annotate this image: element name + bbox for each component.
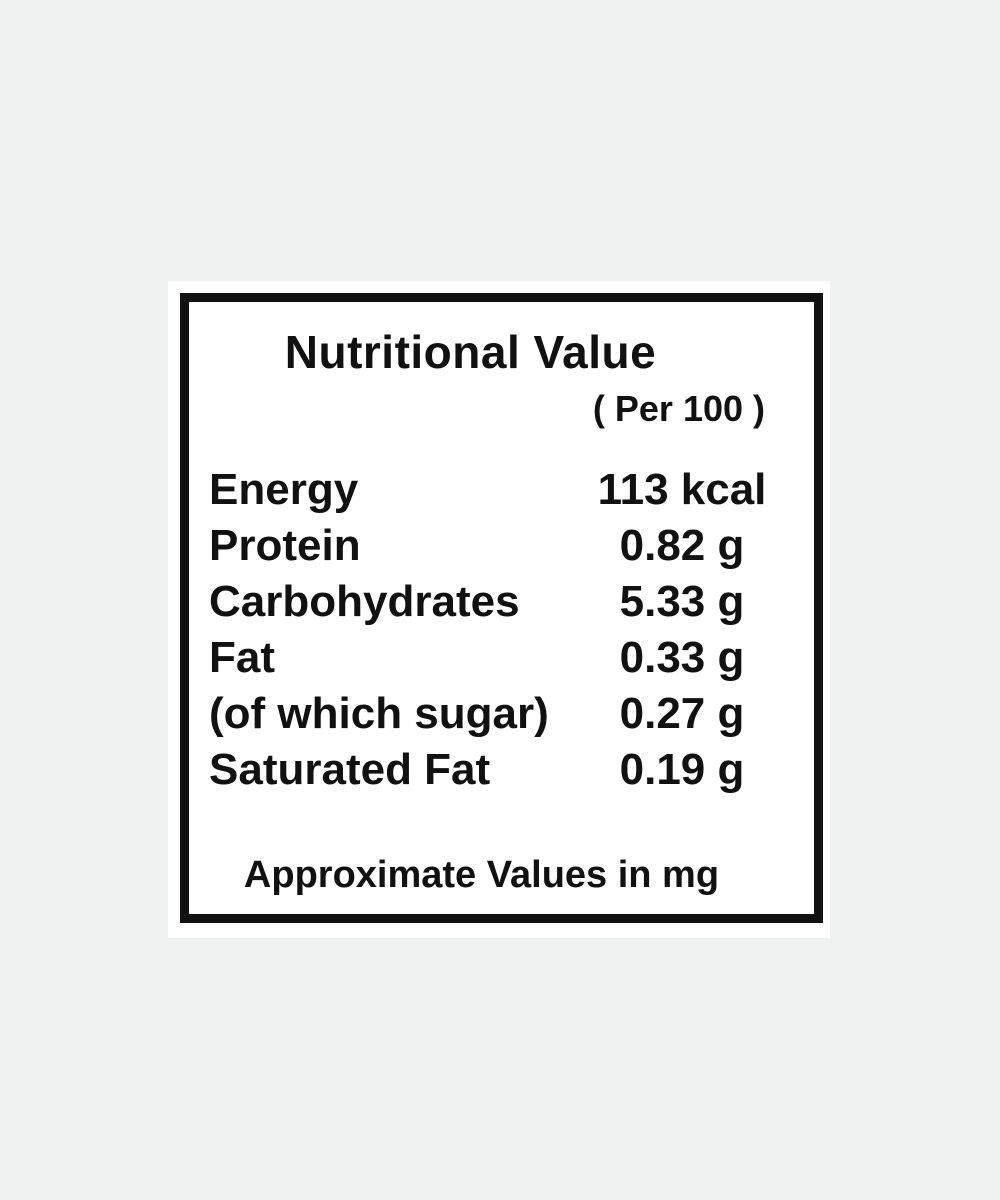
nutrition-label-card: Nutritional Value ( Per 100 ) Energy 113…	[168, 281, 830, 938]
nutrient-value: 0.33 g	[619, 633, 745, 682]
nutrient-name: Protein	[209, 521, 361, 570]
nutrient-value: 113 kcal	[597, 465, 767, 514]
nutrient-name: Fat	[209, 633, 275, 682]
nutrient-name: Carbohydrates	[209, 577, 520, 626]
nutrient-name: Energy	[209, 465, 359, 514]
nutrient-value: 5.33 g	[619, 577, 745, 626]
nutrient-row-sugar: (of which sugar) 0.27 g	[209, 686, 802, 742]
nutrient-row-energy: Energy 113 kcal	[209, 462, 802, 518]
nutrient-row-protein: Protein 0.82 g	[209, 518, 802, 574]
nutrient-row-fat: Fat 0.33 g	[209, 630, 802, 686]
nutrient-value: 0.19 g	[619, 745, 745, 794]
nutrient-name: Saturated Fat	[209, 745, 491, 794]
nutrition-label-border-box: Nutritional Value ( Per 100 ) Energy 113…	[180, 293, 823, 923]
nutrient-table: Energy 113 kcal Protein 0.82 g Carbohydr…	[209, 462, 802, 798]
nutrition-label-title: Nutritional Value	[284, 326, 657, 378]
nutrient-value: 0.27 g	[619, 689, 745, 738]
approximate-values-footnote: Approximate Values in mg	[243, 854, 720, 896]
nutrient-row-saturated-fat: Saturated Fat 0.19 g	[209, 742, 802, 798]
nutrient-row-carbohydrates: Carbohydrates 5.33 g	[209, 574, 802, 630]
serving-size-note: ( Per 100 )	[592, 388, 765, 429]
nutrient-value: 0.82 g	[619, 521, 745, 570]
nutrient-name: (of which sugar)	[209, 689, 549, 738]
